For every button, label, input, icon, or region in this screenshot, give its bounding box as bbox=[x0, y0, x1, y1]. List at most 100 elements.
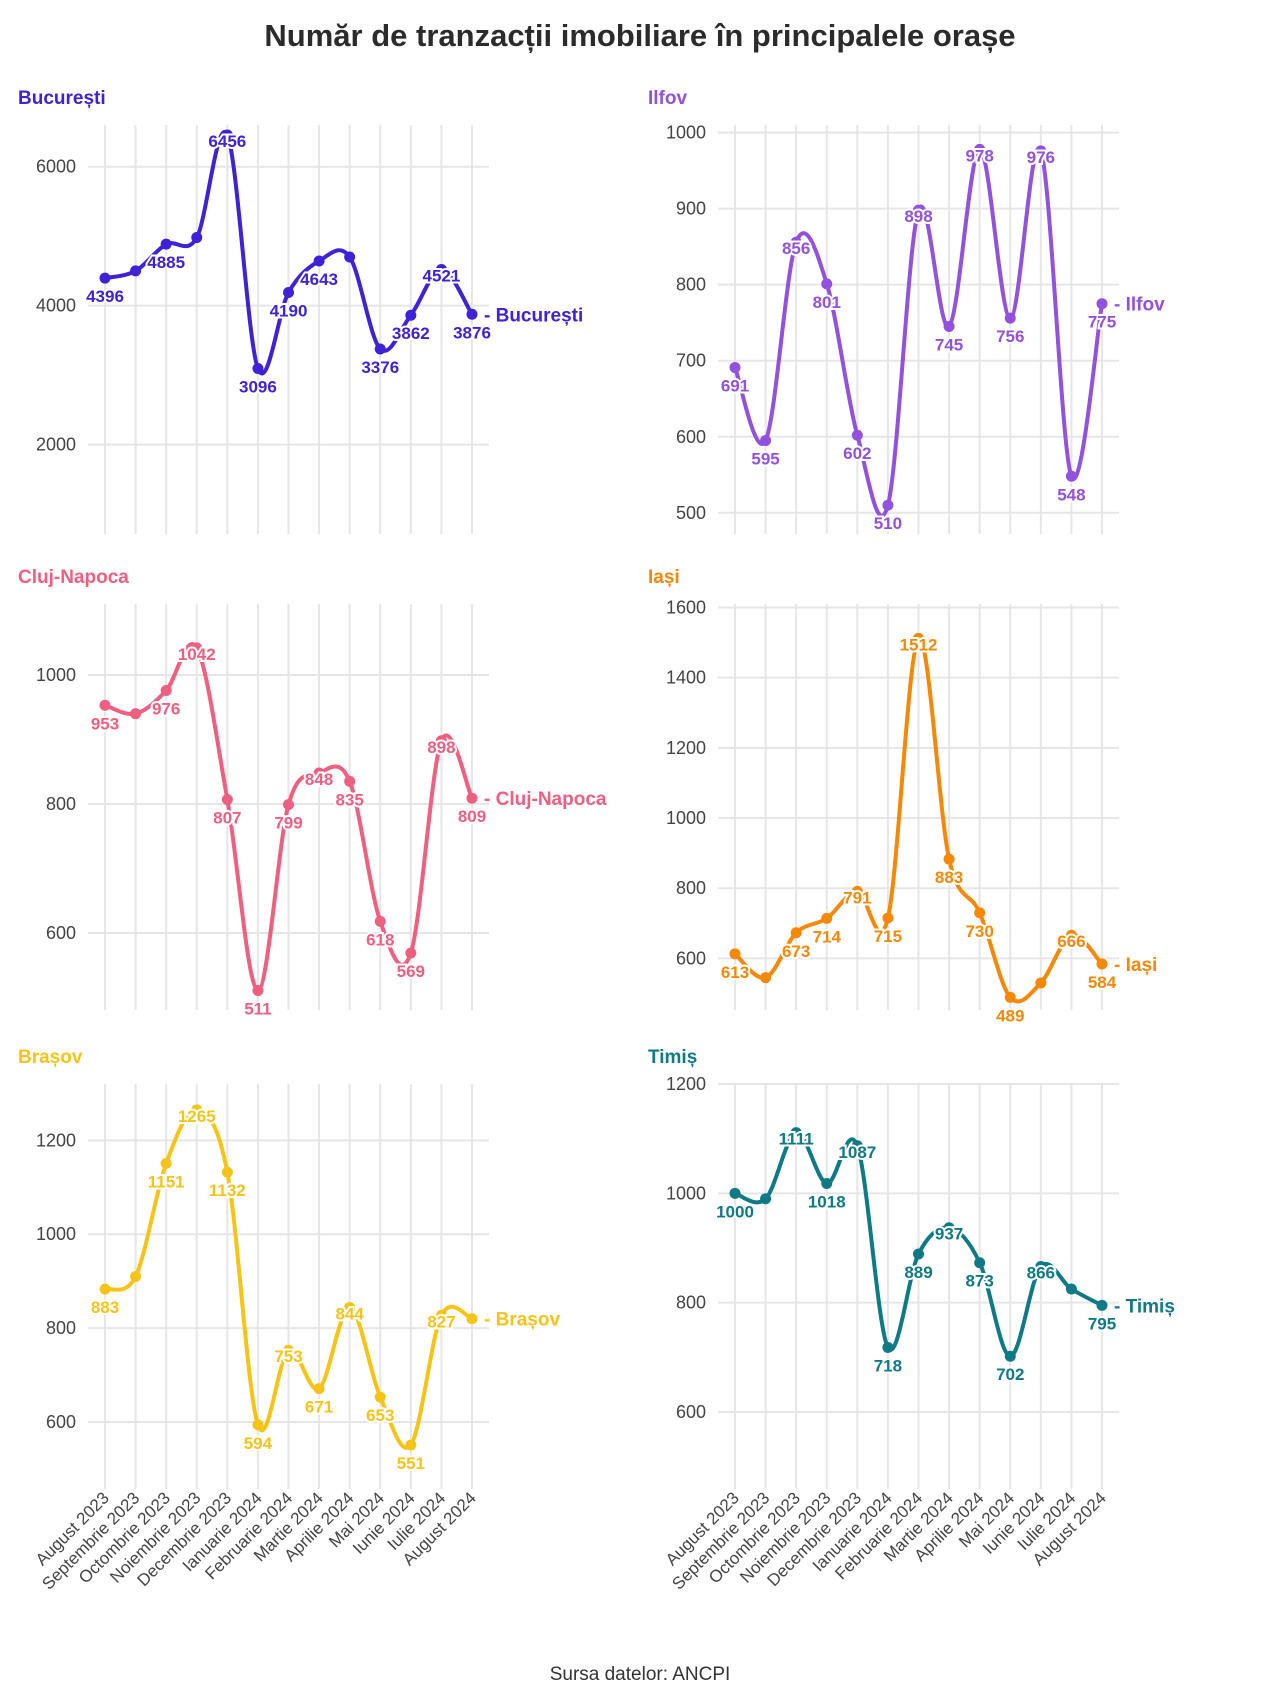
panel-title: Iași bbox=[648, 567, 680, 588]
y-tick-label: 600 bbox=[676, 427, 706, 447]
data-label: 595 bbox=[751, 450, 779, 469]
data-point bbox=[1096, 298, 1108, 310]
data-point bbox=[374, 1391, 386, 1403]
series-line bbox=[734, 1130, 1103, 1359]
data-point bbox=[283, 799, 294, 811]
y-tick-label: 600 bbox=[676, 1402, 706, 1422]
data-point bbox=[1065, 1283, 1077, 1295]
y-tick-label: 1200 bbox=[666, 738, 706, 758]
data-label: 618 bbox=[366, 930, 394, 949]
data-point bbox=[252, 1419, 264, 1431]
data-label: 883 bbox=[935, 868, 963, 887]
data-point bbox=[313, 255, 325, 267]
data-label: 602 bbox=[843, 444, 871, 463]
y-tick-label: 1000 bbox=[666, 808, 706, 828]
panel-0: 2000 4000 6000 București 4396 4885 6456 3096 419… bbox=[18, 88, 583, 534]
data-label: 4396 bbox=[86, 287, 124, 306]
data-label: 756 bbox=[996, 327, 1024, 346]
data-label: 4521 bbox=[423, 266, 461, 285]
data-label: 1087 bbox=[838, 1143, 876, 1162]
data-label: 569 bbox=[397, 962, 425, 981]
data-point bbox=[821, 1177, 833, 1189]
series-line bbox=[733, 146, 1104, 518]
data-label: 594 bbox=[244, 1434, 273, 1453]
y-tick-label: 700 bbox=[676, 351, 706, 371]
data-point bbox=[913, 1248, 924, 1260]
y-tick-label: 500 bbox=[676, 503, 706, 523]
data-point bbox=[405, 309, 417, 321]
data-point bbox=[1004, 991, 1016, 1003]
series-end-label: - Cluj-Napoca bbox=[484, 789, 607, 810]
data-point bbox=[99, 699, 111, 711]
data-label: 510 bbox=[874, 514, 902, 533]
data-point bbox=[374, 915, 386, 927]
data-label: 511 bbox=[244, 999, 271, 1018]
data-point bbox=[313, 767, 325, 779]
data-label: 848 bbox=[305, 770, 333, 789]
data-point bbox=[974, 907, 986, 919]
data-label: 4885 bbox=[147, 253, 185, 272]
series-end-label: - București bbox=[484, 305, 583, 326]
data-point bbox=[882, 912, 894, 924]
data-point bbox=[160, 238, 172, 250]
data-point bbox=[943, 853, 955, 865]
data-label: 801 bbox=[813, 293, 841, 312]
data-point bbox=[313, 1383, 325, 1395]
data-point bbox=[130, 708, 142, 720]
y-tick-label: 1200 bbox=[666, 1074, 706, 1094]
panel-5: 600 800 1000 1200 Timiș 1000 1111 1018 1087 718 88… bbox=[648, 1047, 1175, 1593]
panel-title: Cluj-Napoca bbox=[18, 567, 129, 588]
y-tick-label: 1000 bbox=[666, 123, 706, 143]
data-label: 795 bbox=[1088, 1314, 1116, 1333]
data-point bbox=[221, 1166, 233, 1178]
data-label: 715 bbox=[874, 927, 902, 946]
y-tick-label: 2000 bbox=[36, 435, 76, 455]
data-point bbox=[191, 642, 203, 654]
data-point bbox=[221, 129, 233, 141]
data-point bbox=[466, 1313, 478, 1325]
panel-title: București bbox=[18, 88, 106, 109]
data-label: 1265 bbox=[178, 1107, 216, 1126]
data-label: 551 bbox=[397, 1454, 425, 1473]
data-label: 809 bbox=[458, 807, 486, 826]
data-point bbox=[974, 1257, 986, 1269]
data-label: 953 bbox=[91, 714, 119, 733]
data-label: 856 bbox=[782, 239, 810, 258]
panel-2: 600 800 1000 Cluj-Napoca 953 976 1042 807 511 799… bbox=[18, 567, 607, 1020]
data-label: 745 bbox=[935, 336, 963, 355]
data-label: 671 bbox=[305, 1398, 333, 1417]
data-label: 844 bbox=[335, 1304, 364, 1323]
panel-title: Brașov bbox=[18, 1047, 83, 1068]
data-point bbox=[790, 236, 802, 248]
data-point bbox=[221, 793, 233, 805]
data-label: 898 bbox=[427, 738, 455, 757]
data-point bbox=[729, 948, 741, 960]
data-label: 799 bbox=[274, 814, 302, 833]
data-label: 889 bbox=[904, 1263, 932, 1282]
data-point bbox=[729, 362, 741, 374]
data-label: 613 bbox=[721, 963, 749, 982]
data-label: 1000 bbox=[716, 1202, 754, 1221]
y-tick-label: 1000 bbox=[36, 665, 76, 685]
data-label: 702 bbox=[996, 1365, 1024, 1384]
series-line bbox=[104, 130, 474, 376]
data-point bbox=[466, 792, 478, 804]
panel-title: Timiș bbox=[648, 1047, 697, 1068]
data-point bbox=[466, 308, 478, 320]
data-label: 653 bbox=[366, 1406, 394, 1425]
data-label: 827 bbox=[427, 1312, 455, 1331]
data-point bbox=[344, 251, 356, 263]
data-point bbox=[99, 272, 111, 284]
data-point bbox=[1096, 1299, 1108, 1311]
data-point bbox=[821, 912, 833, 924]
data-label: 898 bbox=[904, 207, 932, 226]
data-label: 548 bbox=[1057, 485, 1085, 504]
data-point bbox=[729, 1187, 741, 1199]
data-point bbox=[344, 1301, 356, 1313]
panel-1: 500 600 700 800 900 1000 Ilfov 691 595 856 801 602 5… bbox=[648, 88, 1165, 535]
series-end-label: - Brașov bbox=[484, 1310, 560, 1331]
panel-title: Ilfov bbox=[648, 88, 687, 109]
data-point bbox=[974, 143, 986, 155]
